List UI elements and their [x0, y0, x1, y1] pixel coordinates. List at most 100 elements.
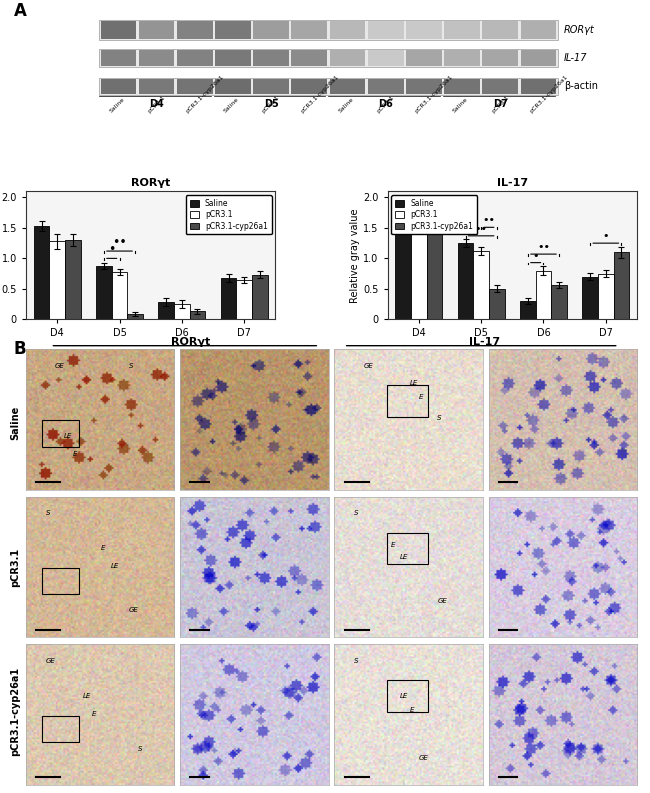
- Bar: [368, 50, 404, 66]
- Bar: [330, 21, 365, 40]
- Bar: [598, 274, 614, 320]
- Bar: [521, 21, 556, 40]
- Text: LE: LE: [111, 563, 118, 569]
- Bar: [368, 21, 404, 40]
- Bar: [330, 50, 365, 66]
- Bar: [177, 50, 213, 66]
- Bar: [536, 270, 551, 320]
- Bar: [101, 79, 136, 94]
- Text: Saline: Saline: [10, 406, 20, 440]
- Legend: Saline, pCR3.1, pCR3.1-cyp26a1: Saline, pCR3.1, pCR3.1-cyp26a1: [186, 195, 272, 235]
- Bar: [34, 226, 49, 320]
- Bar: [101, 50, 136, 66]
- Title: RORγt: RORγt: [131, 178, 170, 188]
- Bar: [614, 252, 629, 320]
- Bar: [101, 21, 136, 40]
- Text: GE: GE: [437, 598, 447, 604]
- Bar: [387, 680, 428, 712]
- Text: GE: GE: [419, 755, 428, 760]
- Text: LE: LE: [400, 554, 408, 560]
- Text: GE: GE: [363, 362, 373, 369]
- Bar: [406, 21, 442, 40]
- Text: S: S: [129, 362, 133, 369]
- Bar: [138, 79, 174, 94]
- Bar: [215, 21, 251, 40]
- Bar: [458, 243, 473, 320]
- Bar: [444, 79, 480, 94]
- Text: D4: D4: [150, 98, 164, 109]
- Text: S: S: [354, 510, 358, 516]
- Text: S: S: [46, 510, 50, 516]
- Bar: [291, 21, 327, 40]
- Text: B: B: [14, 340, 27, 358]
- Bar: [411, 230, 426, 320]
- Text: GE: GE: [129, 607, 138, 613]
- Text: E: E: [419, 394, 423, 400]
- Text: pCR3.1: pCR3.1: [10, 547, 20, 587]
- Bar: [444, 21, 480, 40]
- FancyBboxPatch shape: [99, 20, 558, 40]
- Text: LE: LE: [64, 433, 72, 439]
- Text: pCR3.1-cyp26a1: pCR3.1-cyp26a1: [300, 74, 339, 114]
- Legend: Saline, pCR3.1, pCR3.1-cyp26a1: Saline, pCR3.1, pCR3.1-cyp26a1: [391, 195, 477, 235]
- Text: pCR3.1: pCR3.1: [147, 94, 166, 114]
- Bar: [177, 79, 213, 94]
- Text: S: S: [437, 416, 442, 421]
- Text: E: E: [391, 542, 395, 548]
- Bar: [387, 533, 428, 565]
- Text: S: S: [138, 745, 142, 752]
- Text: E: E: [73, 450, 77, 457]
- Text: Saline: Saline: [337, 97, 355, 114]
- Bar: [96, 266, 112, 320]
- Text: Saline: Saline: [452, 97, 469, 114]
- Bar: [49, 241, 65, 320]
- Bar: [482, 50, 518, 66]
- Bar: [406, 50, 442, 66]
- Bar: [330, 79, 365, 94]
- Text: D6: D6: [378, 98, 393, 109]
- Text: E: E: [410, 707, 414, 713]
- Bar: [254, 50, 289, 66]
- Bar: [291, 50, 327, 66]
- Text: D7: D7: [493, 98, 508, 109]
- Text: pCR3.1-cyp26a1: pCR3.1-cyp26a1: [185, 74, 225, 114]
- Bar: [406, 79, 442, 94]
- Text: pCR3.1-cyp26a1: pCR3.1-cyp26a1: [414, 74, 454, 114]
- Bar: [215, 79, 251, 94]
- Bar: [368, 79, 404, 94]
- Bar: [520, 301, 536, 320]
- Text: ••: ••: [482, 216, 495, 225]
- Text: pCR3.1: pCR3.1: [261, 94, 281, 114]
- Text: Saline: Saline: [223, 97, 240, 114]
- Bar: [582, 277, 598, 320]
- Text: E: E: [92, 711, 96, 717]
- Bar: [221, 278, 237, 320]
- Text: pCR3.1-cyp26a1: pCR3.1-cyp26a1: [10, 666, 20, 756]
- Text: pCR3.1: pCR3.1: [490, 94, 510, 114]
- Bar: [215, 50, 251, 66]
- Bar: [291, 79, 327, 94]
- Bar: [482, 79, 518, 94]
- Text: E: E: [101, 546, 105, 551]
- Text: LE: LE: [410, 380, 418, 386]
- Text: ••: ••: [537, 243, 550, 252]
- FancyBboxPatch shape: [99, 48, 558, 67]
- Bar: [551, 285, 567, 320]
- Bar: [177, 21, 213, 40]
- Bar: [42, 568, 79, 595]
- Text: IL-17: IL-17: [469, 337, 500, 347]
- FancyBboxPatch shape: [99, 78, 558, 95]
- Text: RORγt: RORγt: [564, 25, 595, 35]
- Text: ••: ••: [112, 236, 127, 249]
- Text: ••: ••: [474, 224, 488, 234]
- Bar: [138, 50, 174, 66]
- Y-axis label: Relative gray value: Relative gray value: [350, 208, 361, 303]
- Bar: [254, 21, 289, 40]
- Text: RORγt: RORγt: [172, 337, 211, 347]
- Bar: [237, 280, 252, 320]
- Bar: [159, 302, 174, 320]
- Text: Saline: Saline: [109, 97, 125, 114]
- Bar: [112, 272, 127, 320]
- Bar: [426, 228, 442, 320]
- Title: IL-17: IL-17: [497, 178, 528, 188]
